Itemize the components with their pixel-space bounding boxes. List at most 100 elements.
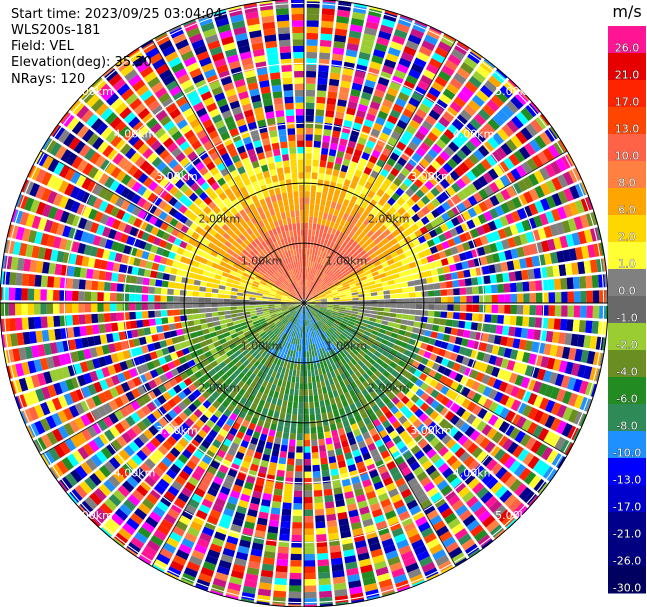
range-gate [369,100,381,110]
range-gate [289,566,302,574]
range-gate [419,158,430,169]
range-gate [58,353,67,366]
range-gate [2,287,10,301]
range-gate [144,223,154,233]
range-gate [379,70,392,81]
range-gate [306,351,310,358]
range-gate [336,105,346,114]
range-gate [410,223,420,232]
range-gate [45,399,57,414]
range-gate [487,136,500,149]
range-gate [47,206,58,220]
range-gate [137,328,145,337]
range-gate [72,314,80,326]
range-gate [117,321,125,331]
range-gate [418,250,427,259]
range-gate [397,216,406,225]
range-gate [349,134,359,143]
range-gate [59,380,69,393]
range-gate [280,186,287,194]
ray [304,6,383,299]
range-gate [276,559,289,567]
range-gate [279,412,286,420]
range-gate [340,80,351,89]
range-gate [351,292,359,296]
range-gate [479,235,489,245]
range-gate [378,30,392,41]
range-gate [388,215,397,224]
range-gate [304,465,312,472]
range-gate [462,198,473,210]
range-gate [193,279,201,286]
range-gate [223,294,231,299]
range-gate [238,282,246,287]
range-gate [114,252,123,263]
range-gate [306,286,309,293]
range-gate [389,289,397,294]
range-gate [228,5,242,11]
range-gate [438,116,451,128]
ray [10,304,300,395]
range-gate [324,173,332,182]
range-gate [525,231,535,243]
range-gate [334,117,344,126]
range-gate [306,0,320,2]
range-gate [289,362,294,370]
range-gate [204,247,213,255]
range-gate [271,84,282,93]
range-gate [400,151,411,162]
range-gate [94,211,104,223]
range-gate [137,209,147,220]
range-gate [362,266,370,273]
range-gate [438,70,452,82]
range-gate [170,352,179,361]
range-gate [427,148,439,159]
range-gate [331,403,338,412]
range-gate [387,114,398,125]
range-gate [165,258,174,267]
range-gate [262,294,269,298]
range-gate [95,247,105,259]
range-gate [37,246,47,260]
range-gate [290,166,298,173]
range-gate [342,212,350,221]
range-gate [244,256,252,263]
range-gate [461,86,474,99]
range-gate [274,281,281,287]
range-gate [285,279,291,285]
range-gate [295,458,303,466]
range-gate [35,260,44,273]
range-gate [320,380,326,388]
range-gate [262,276,269,282]
range-gate [279,533,290,541]
range-gate [281,273,287,280]
range-gate [468,153,480,165]
range-gate [173,200,183,211]
range-gate [287,298,294,301]
range-gate [150,81,164,94]
range-gate [242,222,250,231]
range-gate [206,145,217,156]
range-gate [226,54,240,64]
range-gate [304,395,309,403]
range-gate [232,280,240,285]
range-gate [89,222,100,234]
range-gate [269,312,277,316]
range-gate [294,235,298,243]
range-gate [247,253,254,261]
range-gate [511,196,522,209]
range-gate [111,272,119,282]
range-gate [215,269,224,276]
range-gate [306,273,309,281]
range-gate [71,215,82,228]
range-gate [332,258,339,266]
range-gate [320,33,333,41]
range-gate [321,469,330,478]
range-gate [521,161,533,175]
range-gate [463,104,477,117]
range-gate [208,130,219,140]
range-gate [163,120,176,132]
range-gate [333,208,340,217]
range-gate [416,51,430,63]
range-gate [515,164,527,178]
